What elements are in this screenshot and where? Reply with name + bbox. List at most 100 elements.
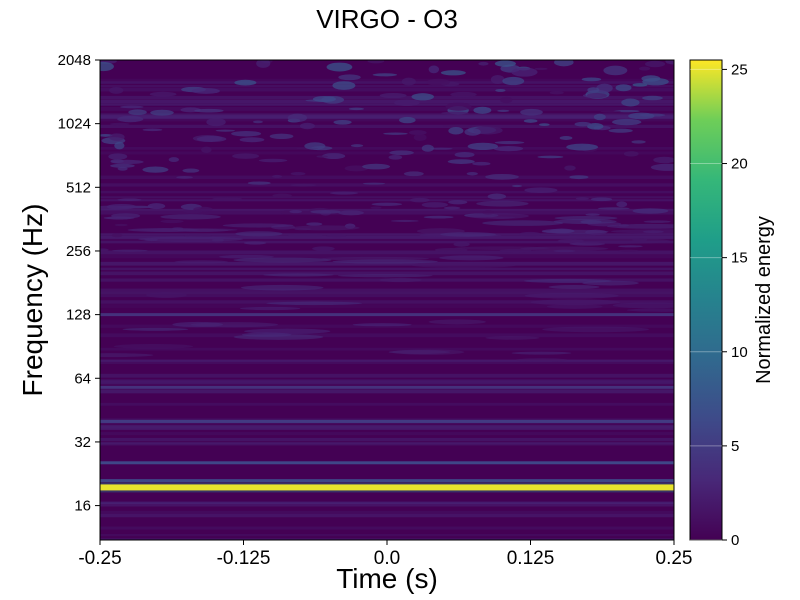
noise-blob [665,60,674,65]
texture-band [100,85,674,88]
noise-blob [641,75,661,82]
noise-blob [100,61,114,72]
noise-blob [623,151,639,157]
noise-blob [537,155,564,159]
texture-band [100,288,674,292]
texture-band [100,360,674,364]
noise-blob [100,248,109,252]
noise-blob [350,144,364,148]
dominant-spectral-line [100,484,674,491]
noise-blob [367,60,385,64]
heatmap-features [100,78,674,540]
noise-blob [441,111,469,115]
texture-band [100,304,674,308]
noise-blob [587,122,604,130]
noise-blob [394,99,420,107]
texture-band [100,210,674,215]
noise-blob [206,117,226,127]
noise-streak [546,304,603,309]
noise-blob [110,163,135,168]
noise-streak [291,225,360,231]
noise-streak [233,334,324,340]
noise-streak [428,319,486,325]
x-tick-label: -0.125 [217,548,271,569]
noise-blob [372,73,398,77]
noise-streak [138,236,244,242]
noise-blob [332,81,356,90]
noise-streak [612,302,674,309]
noise-blob [511,184,523,188]
noise-blob [495,88,506,92]
noise-blob [618,245,643,248]
noise-blob [472,161,491,166]
colorbar-axis: 0 5 10 15 20 25 [690,61,748,549]
texture-band [100,103,674,106]
noise-blob [142,166,169,173]
noise-blob [111,233,123,238]
noise-blob [150,109,174,116]
noise-blob [362,182,386,185]
colorbar-tick-label: 20 [731,156,748,173]
noise-blob [168,157,180,163]
noise-streak [160,214,221,220]
noise-blob [388,154,403,160]
colorbar-label: Normalized energy [753,216,775,384]
noise-blob [111,249,148,252]
noise-blob [511,67,538,77]
noise-blob [290,172,306,176]
noise-blob [403,171,424,177]
texture-band [100,526,674,530]
noise-blob [473,106,492,114]
y-tick-label: 256 [66,243,91,260]
noise-blob [490,74,505,85]
noise-blob [569,175,589,180]
texture-band [100,151,674,155]
noise-blob [243,241,267,245]
noise-blob [554,60,574,67]
noise-blob [445,102,472,111]
noise-blob [269,133,294,140]
texture-band [100,233,674,236]
texture-band [100,190,674,194]
noise-blob [454,151,475,158]
noise-blob [304,142,326,150]
spectral-line [100,461,674,465]
texture-band [100,267,674,271]
texture-band [100,106,674,111]
noise-blob [524,187,558,194]
noise-streak [466,213,529,220]
texture-band [100,380,674,384]
noise-streak [626,308,674,312]
noise-streak [482,220,564,226]
noise-streak [392,349,465,355]
noise-blob [160,219,184,224]
noise-blob [566,143,599,151]
noise-streak [515,358,568,362]
noise-blob [326,234,347,238]
y-tick-label: 2048 [58,52,91,69]
noise-blob [421,202,448,208]
noise-blob [409,197,430,203]
noise-blob [621,98,640,107]
texture-band [100,291,674,295]
texture-band [100,146,674,150]
noise-blob [559,136,573,140]
texture-band [100,208,674,211]
noise-blob [612,118,642,126]
noise-blob [442,124,473,128]
noise-blob [453,241,470,247]
noise-blob [287,113,308,123]
noise-blob [590,197,613,202]
noise-blob [333,119,352,125]
texture-band [100,261,674,266]
y-axis: 16 32 64 128 256 512 1024 2048 [58,52,100,515]
noise-streak [174,260,229,264]
noise-blob [117,198,142,201]
texture-band [100,538,674,540]
noise-blob [429,147,453,150]
noise-blob [631,140,646,144]
noise-blob [379,92,407,99]
noise-blob [390,219,419,222]
noise-blob [114,223,128,227]
